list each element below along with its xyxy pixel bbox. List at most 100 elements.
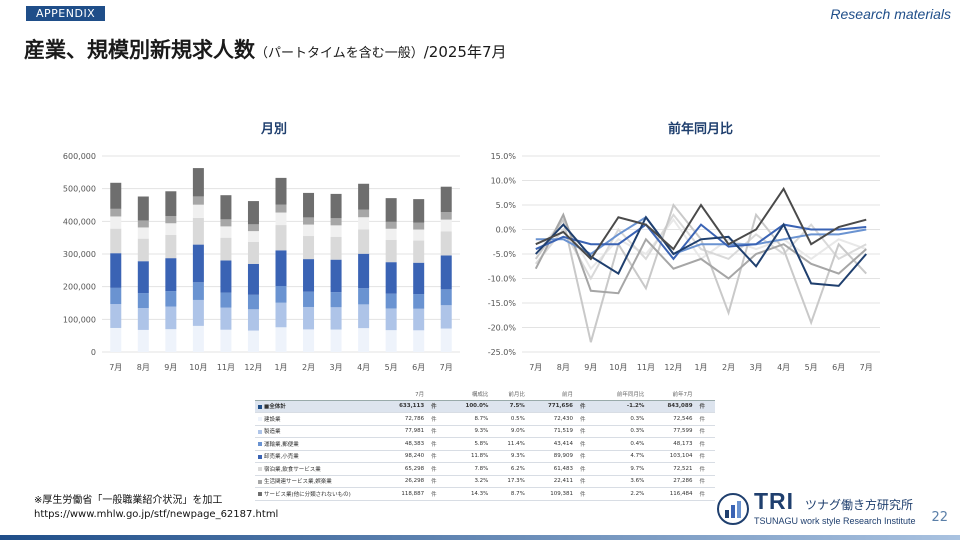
bar-segment (137, 196, 149, 221)
x-tick-label: 2月 (302, 363, 315, 372)
y-tick-label: 0 (91, 348, 96, 357)
source-url-link[interactable]: https://www.mhlw.go.jp/stf/newpage_62187… (34, 509, 279, 520)
table-header-row: 7月 構成比 前月比 前月 前年同月比 前年7月 (255, 388, 715, 401)
bar-segment (275, 212, 287, 226)
series-line (534, 213, 867, 281)
cell-value: 633,113 (379, 400, 428, 413)
bar-segment (247, 201, 259, 225)
x-tick-label: 9月 (584, 363, 597, 372)
cell-unit: 件 (695, 437, 715, 451)
bar-segment (165, 258, 177, 292)
cell-unit: 件 (427, 475, 447, 488)
y-tick-label: 0.0% (496, 226, 517, 235)
table-row: 宿泊業,飲食サービス業 65,298 件 7.8% 6.2% 61,483 件 9.7% 72,… (255, 462, 715, 476)
bar-segment (303, 259, 315, 292)
logo-en-text: TSUNAGU work style Research Institute (754, 516, 916, 526)
cell-mom: 11.4% (491, 437, 528, 451)
bar-segment (247, 263, 259, 295)
cell-lastyear: 48,173 (647, 437, 696, 451)
page-title: 産業、規模別新規求人数（パートタイムを含む一般）/2025年7月 (24, 34, 507, 64)
table-row: ■全体計 633,113 件 100.0% 7.5% 771,656 件 -1.2% 843,0… (255, 400, 715, 413)
bar-segment (110, 208, 122, 217)
row-label: 建設業 (255, 412, 379, 426)
tri-logo: TRI ツナグ働き方研究所 TSUNAGU work style Researc… (716, 488, 926, 530)
table-row: サービス業(他に分類されないもの) 118,887 件 14.3% 8.7% 109,38… (255, 487, 715, 501)
row-label-text: サービス業(他に分類されないもの) (264, 491, 351, 498)
x-tick-label: 7月 (529, 363, 542, 372)
cell-lastyear: 27,286 (647, 475, 696, 488)
cell-value: 72,786 (379, 412, 428, 426)
bar-segment (137, 329, 149, 352)
bar-segment (440, 231, 452, 256)
bar-segment (440, 305, 452, 329)
cell-unit: 件 (695, 462, 715, 476)
cell-yoy: 3.6% (595, 475, 648, 488)
x-tick-label: 7月 (860, 363, 873, 372)
table-row: 運輸業,郵便業 48,383 件 5.8% 11.4% 43,414 件 0.4% 48,173… (255, 437, 715, 451)
bar-segment (358, 209, 370, 218)
bar-segment (385, 262, 397, 294)
bar-segment (137, 261, 149, 294)
bar-segment (413, 294, 425, 309)
bar-segment (413, 308, 425, 331)
bar-segment (303, 236, 315, 260)
x-tick-label: 3月 (750, 363, 763, 372)
table-row: 生活関連サービス業,娯楽業 26,298 件 3.2% 17.3% 22,411 件 3.6%… (255, 475, 715, 488)
bar-segment (303, 217, 315, 225)
bar-segment (275, 250, 287, 287)
bar-segment (330, 236, 342, 260)
bar-segment (413, 199, 425, 223)
x-tick-label: 5月 (805, 363, 818, 372)
x-tick-label: 11月 (217, 363, 235, 372)
y-tick-label: 500,000 (63, 185, 96, 194)
cell-lastyear: 72,521 (647, 462, 696, 476)
bar-segment (247, 231, 259, 242)
legend-swatch (258, 417, 262, 422)
table-header-cell: 7月 (379, 388, 428, 401)
bar-segment (358, 304, 370, 329)
table-row: 建設業 72,786 件 8.7% 0.5% 72,430 件 0.3% 72,546 件 (255, 412, 715, 426)
bar-segment (413, 262, 425, 295)
bar-segment (192, 217, 204, 245)
bar-segment (192, 325, 204, 352)
cell-value: 48,383 (379, 437, 428, 451)
cell-yoy: -1.2% (595, 400, 648, 413)
bar-segment (330, 259, 342, 293)
cell-value: 26,298 (379, 475, 428, 488)
cell-share: 7.8% (446, 462, 492, 476)
cell-lastyear: 843,089 (647, 400, 696, 413)
x-tick-label: 7月 (109, 363, 122, 372)
bar-segment (192, 299, 204, 326)
cell-unit: 件 (576, 450, 596, 463)
y-tick-label: -10.0% (488, 275, 517, 284)
cell-unit: 件 (695, 450, 715, 463)
bar-segment (330, 329, 342, 352)
bar-segment (413, 222, 425, 230)
bar-segment (385, 293, 397, 309)
cell-unit: 件 (695, 425, 715, 438)
cell-prev: 72,430 (527, 412, 576, 426)
x-tick-label: 5月 (385, 363, 398, 372)
row-label-text: 宿泊業,飲食サービス業 (264, 466, 321, 473)
bar-segment (440, 212, 452, 220)
y-tick-label: 200,000 (63, 283, 96, 292)
bar-segment (220, 329, 232, 352)
bar-segment (358, 183, 370, 210)
y-tick-label: 5.0% (496, 201, 517, 210)
row-label-text: 卸売業,小売業 (264, 454, 299, 461)
cell-mom: 8.7% (491, 487, 528, 501)
bar-segment (165, 291, 177, 307)
x-tick-label: 11月 (637, 363, 655, 372)
bar-segment (165, 191, 177, 217)
bar-segment (110, 228, 122, 254)
x-tick-label: 7月 (440, 363, 453, 372)
cell-unit: 件 (576, 487, 596, 501)
row-label: 卸売業,小売業 (255, 450, 379, 463)
page-number: 22 (931, 510, 948, 525)
cell-value: 98,240 (379, 450, 428, 463)
cell-prev: 61,483 (527, 462, 576, 476)
table-header-cell: 構成比 (446, 388, 492, 401)
table-header-cell (427, 388, 447, 401)
x-tick-label: 8月 (557, 363, 570, 372)
x-tick-label: 10月 (609, 363, 627, 372)
